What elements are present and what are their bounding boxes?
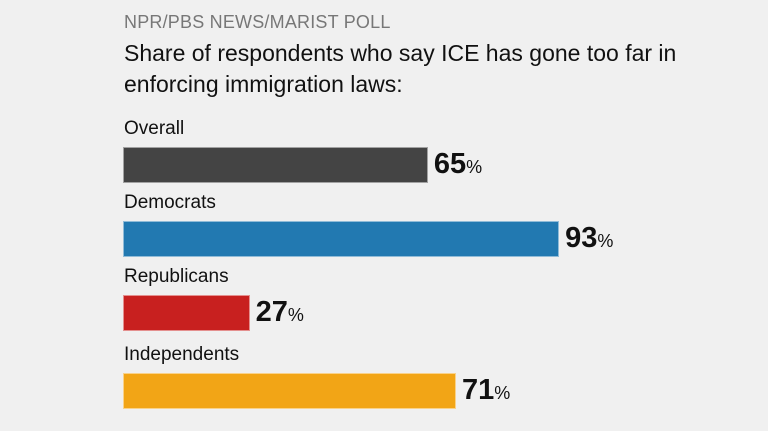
data-value: 71 <box>461 374 495 406</box>
percent-unit: % <box>287 305 304 325</box>
chart-title: Share of respondents who say ICE has gon… <box>124 40 677 97</box>
category-label: Independents <box>124 344 240 365</box>
category-label: Overall <box>124 118 185 139</box>
data-label: 65% <box>434 148 482 181</box>
data-value: 65 <box>433 148 467 180</box>
chart-source: NPR/PBS NEWS/MARIST POLL <box>124 12 391 32</box>
bar-independents <box>123 373 456 409</box>
data-value: 93 <box>565 222 598 254</box>
percent-unit: % <box>597 231 614 251</box>
bar-democrats <box>123 221 560 257</box>
data-value: 27 <box>255 296 288 328</box>
bar-republicans <box>123 295 250 331</box>
bar-overall <box>123 147 428 183</box>
category-label: Republicans <box>124 266 229 287</box>
data-label: 71% <box>462 374 510 407</box>
category-label: Democrats <box>124 192 216 213</box>
data-label: 93% <box>565 222 613 255</box>
percent-unit: % <box>494 383 511 403</box>
data-label: 27% <box>256 296 304 329</box>
percent-unit: % <box>466 157 483 177</box>
